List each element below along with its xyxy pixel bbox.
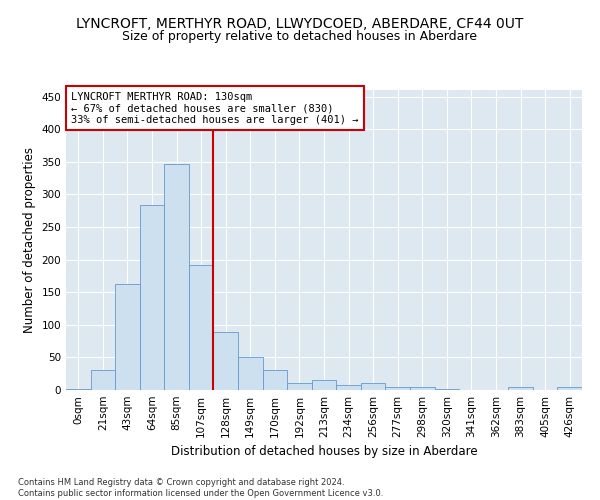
Bar [361, 384, 385, 390]
Text: LYNCROFT MERTHYR ROAD: 130sqm
← 67% of detached houses are smaller (830)
33% of : LYNCROFT MERTHYR ROAD: 130sqm ← 67% of d… [71, 92, 359, 124]
Bar [238, 358, 263, 390]
Bar [140, 205, 164, 390]
Bar [287, 384, 312, 390]
Text: LYNCROFT, MERTHYR ROAD, LLWYDCOED, ABERDARE, CF44 0UT: LYNCROFT, MERTHYR ROAD, LLWYDCOED, ABERD… [76, 18, 524, 32]
Bar [312, 380, 336, 390]
Bar [115, 284, 140, 390]
Bar [508, 386, 533, 390]
Text: Size of property relative to detached houses in Aberdare: Size of property relative to detached ho… [122, 30, 478, 43]
Bar [91, 370, 115, 390]
Bar [557, 386, 582, 390]
Bar [214, 332, 238, 390]
Bar [66, 388, 91, 390]
Y-axis label: Number of detached properties: Number of detached properties [23, 147, 36, 333]
Bar [164, 164, 189, 390]
Text: Contains HM Land Registry data © Crown copyright and database right 2024.
Contai: Contains HM Land Registry data © Crown c… [18, 478, 383, 498]
Bar [385, 388, 410, 390]
Bar [336, 385, 361, 390]
Bar [410, 386, 434, 390]
Bar [263, 370, 287, 390]
X-axis label: Distribution of detached houses by size in Aberdare: Distribution of detached houses by size … [170, 446, 478, 458]
Bar [189, 265, 214, 390]
